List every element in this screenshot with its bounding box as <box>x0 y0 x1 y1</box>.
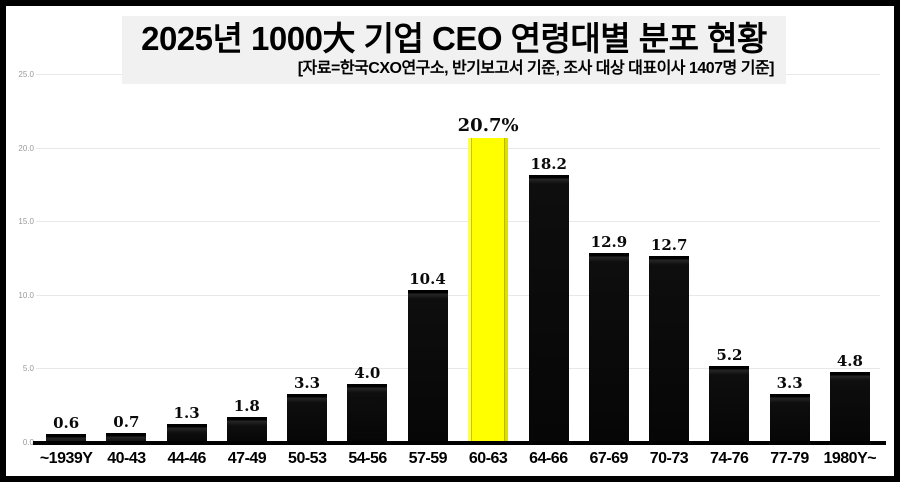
x-category-label: 50-53 <box>288 450 327 467</box>
bar <box>287 394 328 443</box>
bar <box>649 256 690 443</box>
bar-slot-77-79: 3.3 <box>760 75 820 443</box>
bar-value-label: 0.7 <box>113 412 140 431</box>
x-category-label: 40-43 <box>107 450 146 467</box>
bar-slot-64-66: 18.2 <box>519 75 579 443</box>
bar-value-label: 5.2 <box>716 346 743 365</box>
x-category-label: 67-69 <box>589 450 628 467</box>
bar-slot-54-56: 4.0 <box>337 75 397 443</box>
bar-value-label: 12.9 <box>590 233 628 252</box>
x-category-label: 1980Y~ <box>823 450 877 467</box>
chart-title-box: 2025년 1000大 기업 CEO 연령대별 분포 현황 [자료=한국CXO연… <box>122 16 786 84</box>
bar-series: 0.6 0.7 1.3 1.8 3.3 4.0 10.4 20.7% 18.2 12.9 12.7 5… <box>36 75 880 443</box>
x-category-label: 60-63 <box>468 450 508 467</box>
x-category-label: 44-46 <box>167 450 206 467</box>
bar-slot-~1939Y: 0.6 <box>36 75 96 443</box>
gridline-15.0 <box>36 221 880 223</box>
bar-value-label: 20.7% <box>457 115 519 137</box>
y-tick-label: 10.0 <box>18 290 34 300</box>
gridline-5.0 <box>36 368 880 370</box>
x-category-label: 70-73 <box>649 450 689 467</box>
bar-slot-74-76: 5.2 <box>699 75 759 443</box>
bar-value-label: 1.3 <box>173 403 200 422</box>
y-tick-label: 25.0 <box>18 70 34 79</box>
x-axis-category-labels: ~1939Y 40-43 44-46 47-49 50-53 54-56 57-59 60-6… <box>36 450 880 468</box>
bar <box>46 434 87 443</box>
x-category-label: 54-56 <box>348 450 387 467</box>
bar <box>106 432 147 443</box>
bar-value-label: 0.6 <box>53 414 80 433</box>
bar-highlighted <box>468 138 509 443</box>
chart-title: 2025년 1000大 기업 CEO 연령대별 분포 현황 <box>141 20 767 57</box>
bar <box>829 372 870 443</box>
bar-value-label: 4.0 <box>354 364 381 383</box>
bar <box>347 384 388 443</box>
x-category-label: 57-59 <box>408 450 448 467</box>
bar-slot-1980Y~: 4.8 <box>820 75 880 443</box>
plot-area: 0.6 0.7 1.3 1.8 3.3 4.0 10.4 20.7% 18.2 12.9 12.7 5… <box>36 74 880 443</box>
bar-slot-70-73: 12.7 <box>639 75 699 443</box>
bar-value-label: 3.3 <box>776 374 803 393</box>
x-category-label: 77-79 <box>770 450 809 467</box>
y-tick-label: 0.0 <box>22 438 34 447</box>
bar-value-label: 4.8 <box>836 352 863 371</box>
bar-slot-47-49: 1.8 <box>217 75 277 443</box>
bar <box>166 423 207 443</box>
y-tick-label: 20.0 <box>18 143 34 153</box>
x-category-label: 74-76 <box>710 450 749 467</box>
bar <box>769 394 810 443</box>
y-tick-label: 15.0 <box>18 217 34 227</box>
bar <box>407 289 448 443</box>
bar-value-label: 1.8 <box>233 396 260 415</box>
x-category-label: ~1939Y <box>39 450 93 467</box>
chart-subtitle: [자료=한국CXO연구소, 반기보고서 기준, 조사 대상 대표이사 1407명… <box>297 60 775 77</box>
bar-slot-50-53: 3.3 <box>277 75 337 443</box>
bar-slot-60-63: 20.7% <box>458 75 519 443</box>
bar <box>528 175 569 443</box>
x-category-label: 47-49 <box>227 450 267 467</box>
bar-value-label: 12.7 <box>650 236 688 255</box>
bar-value-label: 3.3 <box>294 374 321 393</box>
gridline-20.0 <box>36 147 880 149</box>
bar-slot-40-43: 0.7 <box>96 75 156 443</box>
bar-slot-67-69: 12.9 <box>579 75 639 443</box>
bar-slot-57-59: 10.4 <box>397 75 457 443</box>
bar <box>226 416 267 443</box>
y-tick-label: 5.0 <box>22 364 34 374</box>
bar <box>588 253 629 443</box>
x-category-label: 64-66 <box>529 450 568 467</box>
x-axis-line <box>33 441 886 445</box>
gridline-10.0 <box>36 294 880 296</box>
bar <box>709 366 750 443</box>
bar-slot-44-46: 1.3 <box>156 75 216 443</box>
bar-value-label: 18.2 <box>530 155 567 174</box>
bar-value-label: 10.4 <box>409 269 446 288</box>
